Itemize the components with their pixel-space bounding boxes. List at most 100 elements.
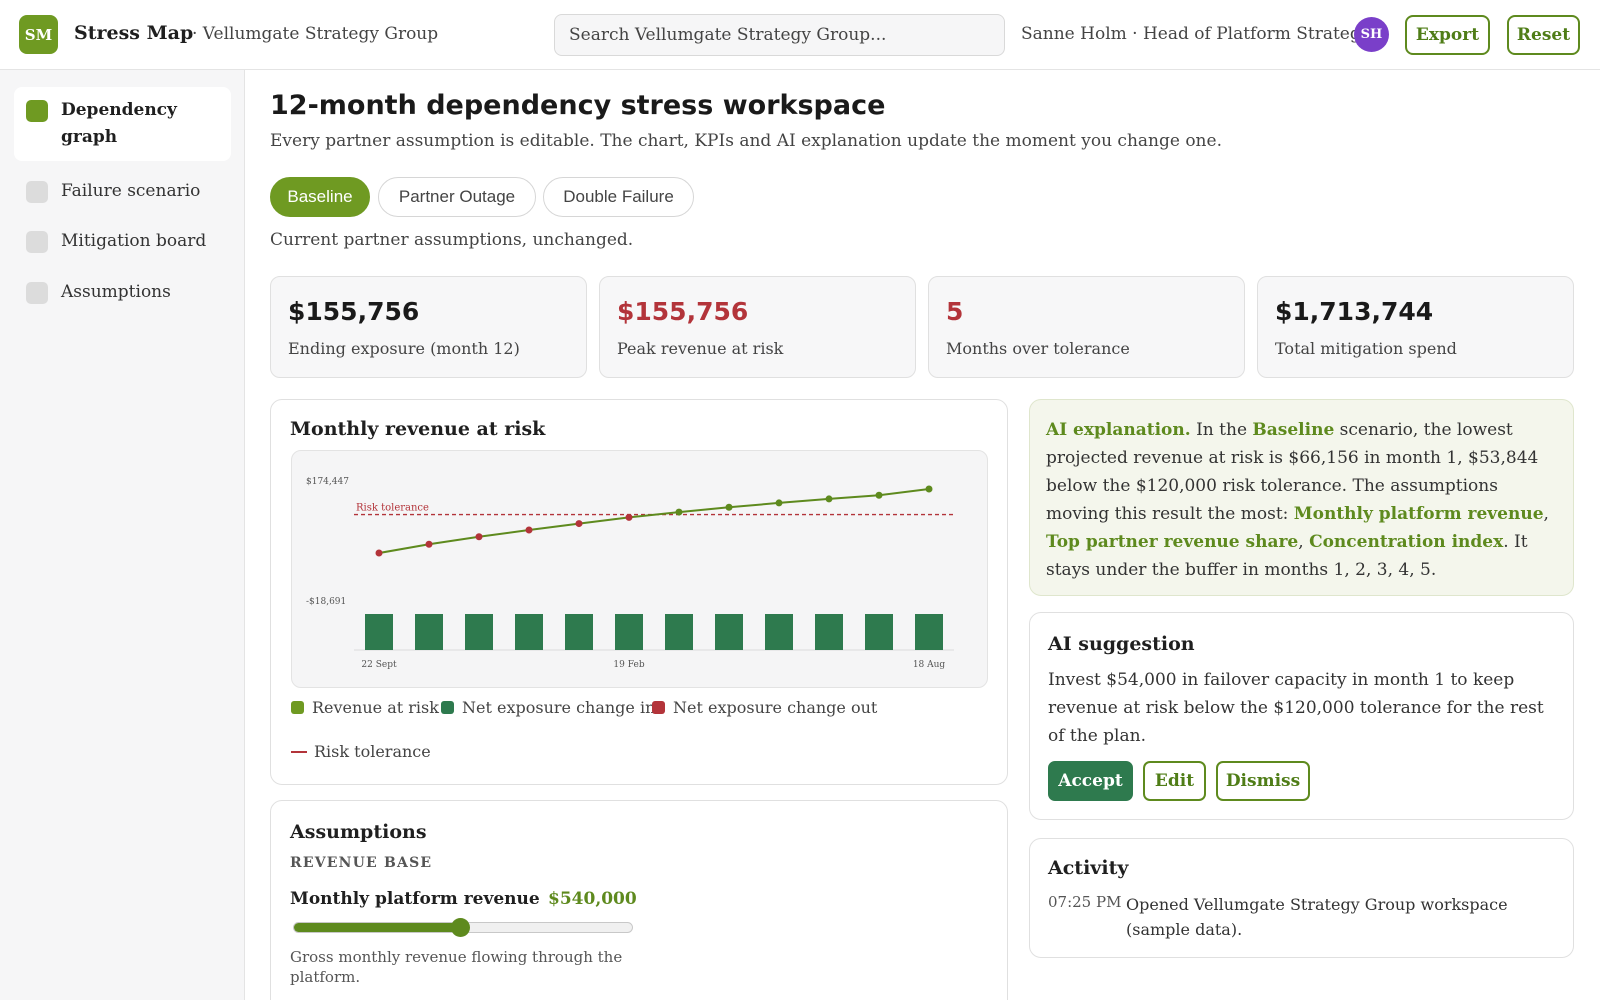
legend-revenue[interactable]: Revenue at risk (291, 698, 439, 717)
assumption-label: Monthly platform revenue (290, 889, 540, 909)
kpi-label: Total mitigation spend (1275, 339, 1457, 358)
nav-square-icon (26, 100, 48, 122)
kpi-value: $155,756 (617, 297, 749, 326)
scenario-highlight: Baseline (1252, 420, 1335, 440)
sidebar: Dependency graph Failure scenario Mitiga… (0, 70, 245, 1000)
ai-suggestion-card: AI suggestion Invest $54,000 in failover… (1029, 612, 1574, 820)
kpi-label: Months over tolerance (946, 339, 1130, 358)
kpi-months-over-tolerance: 5 Months over tolerance (928, 276, 1245, 378)
kpi-value: $155,756 (288, 297, 420, 326)
exposure-bar (415, 614, 443, 650)
revenue-at-risk-chart: $174,447 -$18,691 Risk tolerance 22 Sept 19 … (306, 477, 954, 670)
dismiss-button[interactable]: Dismiss (1216, 761, 1310, 801)
app-logo[interactable]: SM (19, 15, 58, 54)
exposure-bar (815, 614, 843, 650)
exposure-bar (565, 614, 593, 650)
kpi-total-mitigation-spend: $1,713,744 Total mitigation spend (1257, 276, 1574, 378)
org-name: · Vellumgate Strategy Group (192, 24, 439, 44)
assumptions-title: Assumptions (290, 821, 427, 843)
sidebar-item-label: Failure scenario (61, 181, 201, 201)
x-tick-label: 19 Feb (613, 660, 644, 670)
driver-highlight[interactable]: Concentration index (1309, 532, 1504, 552)
app-name: Stress Map (74, 22, 194, 44)
user-name: Sanne Holm · Head of Platform Strategy (1021, 24, 1371, 44)
revenue-point (425, 540, 433, 548)
kpi-value: $1,713,744 (1275, 297, 1434, 326)
sidebar-item-dependency-graph[interactable]: Dependency graph (14, 87, 231, 161)
sidebar-item-failure-scenario[interactable]: Failure scenario (14, 168, 231, 215)
kpi-value: 5 (946, 297, 964, 326)
edit-button[interactable]: Edit (1143, 761, 1206, 801)
page-subtitle: Every partner assumption is editable. Th… (270, 131, 1222, 151)
kpi-label: Ending exposure (month 12) (288, 339, 520, 358)
separator: , (1543, 504, 1549, 524)
avatar[interactable]: SH (1354, 17, 1389, 52)
y-tick-label: $174,447 (306, 477, 349, 487)
exposure-bar (715, 614, 743, 650)
reset-button[interactable]: Reset (1507, 15, 1580, 55)
suggestion-title: AI suggestion (1048, 633, 1195, 655)
driver-highlight[interactable]: Monthly platform revenue (1293, 504, 1544, 524)
y-tick-label: -$18,691 (306, 597, 346, 607)
legend-swatch (441, 701, 454, 714)
tab-partner-outage[interactable]: Partner Outage (378, 177, 536, 217)
sidebar-item-label: Dependency graph (61, 100, 177, 147)
slider-fill (294, 923, 460, 932)
nav-square-icon (26, 181, 48, 203)
exposure-bar (465, 614, 493, 650)
sidebar-item-label: Mitigation board (61, 231, 207, 251)
separator: , (1298, 532, 1310, 552)
sidebar-item-mitigation-board[interactable]: Mitigation board (14, 218, 231, 265)
kpi-ending-exposure: $155,756 Ending exposure (month 12) (270, 276, 587, 378)
ai-explanation-text: . It stays under the buffer in months 1,… (1046, 532, 1528, 580)
revenue-chart-card: Monthly revenue at risk $174,447 -$18,691… (270, 399, 1008, 785)
revenue-point (475, 533, 483, 541)
legend-tolerance[interactable]: Risk tolerance (291, 742, 431, 761)
tab-baseline[interactable]: Baseline (270, 177, 370, 217)
ai-explanation-lead: AI explanation. (1046, 420, 1191, 440)
exposure-bar (515, 614, 543, 650)
sidebar-item-label: Assumptions (61, 282, 171, 302)
ai-explanation-text: scenario, the lowest projected revenue a… (1046, 420, 1539, 524)
legend-label: Net exposure change in (462, 698, 656, 717)
revenue-point (875, 491, 883, 499)
accept-button[interactable]: Accept (1048, 761, 1133, 801)
legend-label: Net exposure change out (673, 698, 878, 717)
revenue-point (775, 499, 783, 507)
tab-double-failure[interactable]: Double Failure (543, 177, 694, 217)
legend-line (291, 750, 307, 753)
sidebar-item-assumptions[interactable]: Assumptions (14, 269, 231, 316)
chart-title: Monthly revenue at risk (290, 418, 546, 440)
nav-square-icon (26, 231, 48, 253)
exposure-bar (865, 614, 893, 650)
ai-explanation-card: AI explanation. In the Baseline scenario… (1029, 399, 1574, 596)
driver-highlight[interactable]: Top partner revenue share (1046, 532, 1299, 552)
revenue-point (675, 508, 683, 516)
activity-card: Activity 07:25 PM Opened Vellumgate Stra… (1029, 838, 1574, 958)
suggestion-body: Invest $54,000 in failover capacity in m… (1048, 670, 1544, 746)
export-button[interactable]: Export (1405, 15, 1490, 55)
assumptions-card: Assumptions REVENUE BASE Monthly platfor… (270, 800, 1008, 1000)
scenario-description: Current partner assumptions, unchanged. (270, 230, 634, 250)
kpi-label: Peak revenue at risk (617, 339, 784, 358)
assumption-help: Gross monthly revenue flowing through th… (290, 948, 623, 986)
activity-text: Opened Vellumgate Strategy Group workspa… (1126, 895, 1508, 939)
exposure-bar (765, 614, 793, 650)
slider-thumb[interactable] (450, 918, 470, 937)
revenue-slider[interactable] (293, 918, 633, 937)
legend-label: Risk tolerance (314, 742, 431, 761)
revenue-line (378, 488, 930, 555)
revenue-point (375, 549, 383, 557)
legend-net-in[interactable]: Net exposure change in (441, 698, 655, 717)
legend-swatch (652, 701, 665, 714)
activity-time: 07:25 PM (1048, 893, 1122, 911)
legend-label: Revenue at risk (312, 698, 439, 717)
kpi-peak-revenue-at-risk: $155,756 Peak revenue at risk (599, 276, 916, 378)
legend-net-out[interactable]: Net exposure change out (652, 698, 877, 717)
revenue-point (725, 503, 733, 511)
legend-swatch (291, 701, 304, 714)
search-input[interactable] (554, 14, 1005, 56)
revenue-point (575, 520, 583, 528)
revenue-point (825, 495, 833, 503)
exposure-bar (615, 614, 643, 650)
